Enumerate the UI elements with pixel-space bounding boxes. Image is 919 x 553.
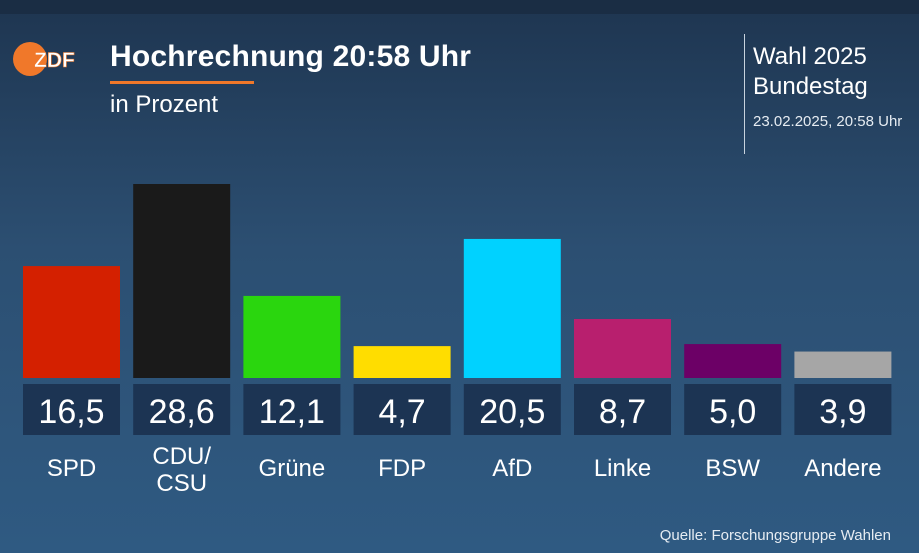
value-label-andere: 3,9: [819, 393, 866, 431]
value-box-afd: [463, 384, 561, 435]
value-label-fdp: 4,7: [378, 393, 425, 431]
election-type: Bundestag: [753, 73, 868, 100]
category-label-linke: Linke: [594, 455, 651, 482]
category-label-bsw: BSW: [705, 455, 760, 482]
zdf-logo-circle: [13, 42, 47, 76]
value-label-spd: 16,5: [38, 393, 104, 431]
value-label-bsw: 5,0: [709, 393, 756, 431]
source-note: Quelle: Forschungsgruppe Wahlen: [659, 527, 891, 544]
value-label-gr-ne: 12,1: [259, 393, 325, 431]
value-label-cdu-csu: 28,6: [149, 393, 215, 431]
bar-afd: [463, 238, 561, 378]
chart-subtitle: in Prozent: [110, 91, 219, 118]
bar-andere: [794, 351, 892, 378]
bar-gr-ne: [243, 295, 341, 378]
bar-fdp: [353, 346, 451, 378]
category-label-gr-ne: Grüne: [259, 455, 326, 482]
zdf-logo: ZDF: [13, 42, 75, 76]
header-divider: [744, 34, 745, 154]
election-year: Wahl 2025: [753, 43, 867, 70]
value-box-gr-ne: [243, 384, 341, 435]
zdf-logo-text: ZDF: [34, 49, 75, 72]
value-label-afd: 20,5: [479, 393, 545, 431]
category-label-afd: AfD: [492, 455, 532, 482]
title-underline: [110, 81, 254, 84]
bar-cdu-csu: [133, 184, 231, 378]
bar-spd: [23, 266, 120, 378]
value-box-spd: [23, 384, 120, 435]
value-box-andere: [794, 384, 892, 435]
category-label-cdu-csu: CDU/CSU: [152, 443, 211, 497]
value-label-linke: 8,7: [599, 393, 646, 431]
category-label-andere: Andere: [804, 455, 881, 482]
value-box-cdu-csu: [133, 384, 231, 435]
bar-chart: 16,5 SPD 28,6 CDU/CSU 12,1 Grüne 4,7 FDP 20,5 AfD…: [23, 184, 892, 497]
category-label-fdp: FDP: [378, 455, 426, 482]
value-box-bsw: [684, 384, 782, 435]
top-bar: [0, 0, 919, 14]
category-label-spd: SPD: [47, 455, 96, 482]
bar-linke: [574, 318, 671, 378]
value-box-fdp: [353, 384, 451, 435]
value-box-linke: [574, 384, 671, 435]
election-datetime: 23.02.2025, 20:58 Uhr: [753, 113, 903, 130]
election-info: Wahl 2025 Bundestag: [753, 42, 868, 102]
chart-title: Hochrechnung 20:58 Uhr: [110, 40, 472, 73]
bar-bsw: [684, 344, 782, 378]
